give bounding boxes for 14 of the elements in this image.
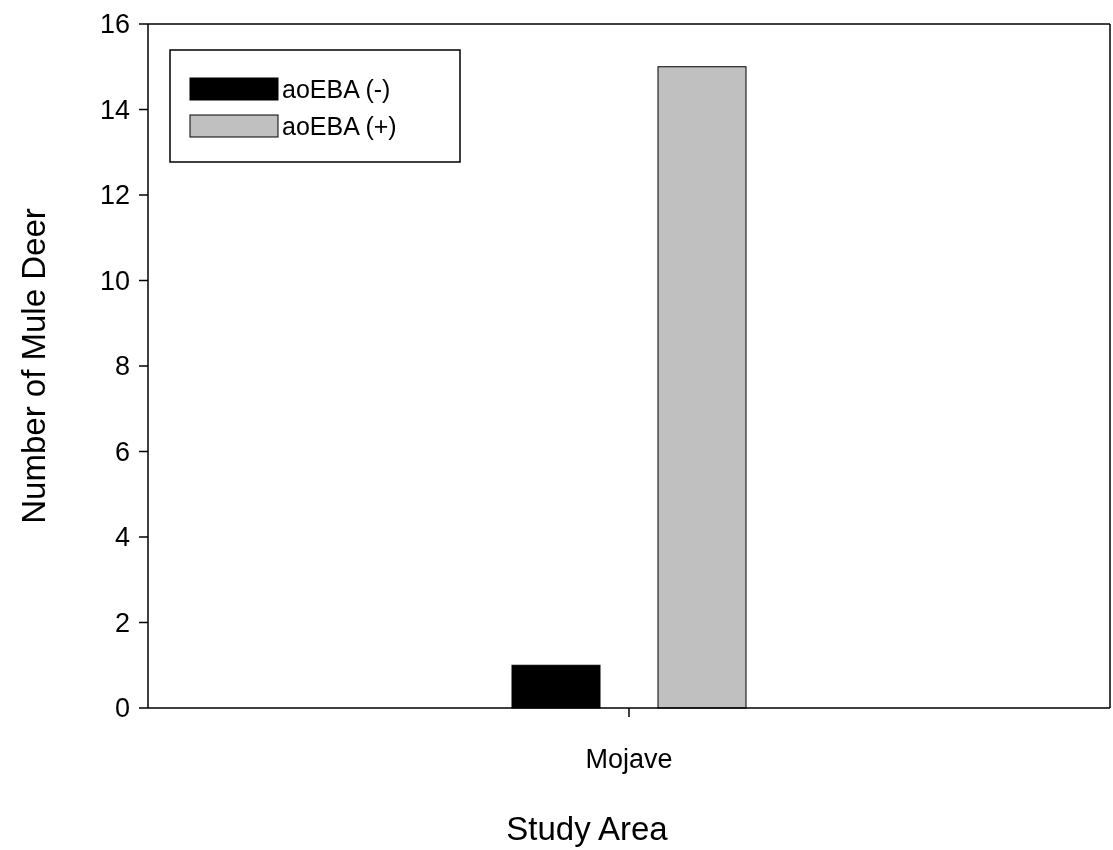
legend-label: aoEBA (+) (282, 111, 397, 140)
x-tick-label: Mojave (585, 744, 673, 774)
y-tick-label: 2 (114, 607, 130, 638)
y-tick-label: 16 (99, 9, 130, 40)
x-axis-title: Study Area (506, 810, 669, 847)
y-tick-label: 4 (114, 522, 130, 553)
y-tick-label: 14 (99, 94, 130, 125)
y-tick-label: 6 (114, 436, 130, 467)
y-tick-label: 0 (114, 693, 130, 724)
y-tick-label: 10 (99, 265, 130, 296)
legend-label: aoEBA (-) (282, 74, 391, 103)
y-axis-title: Number of Mule Deer (15, 208, 52, 524)
y-tick-label: 8 (114, 351, 130, 382)
y-tick-label: 12 (99, 180, 130, 211)
